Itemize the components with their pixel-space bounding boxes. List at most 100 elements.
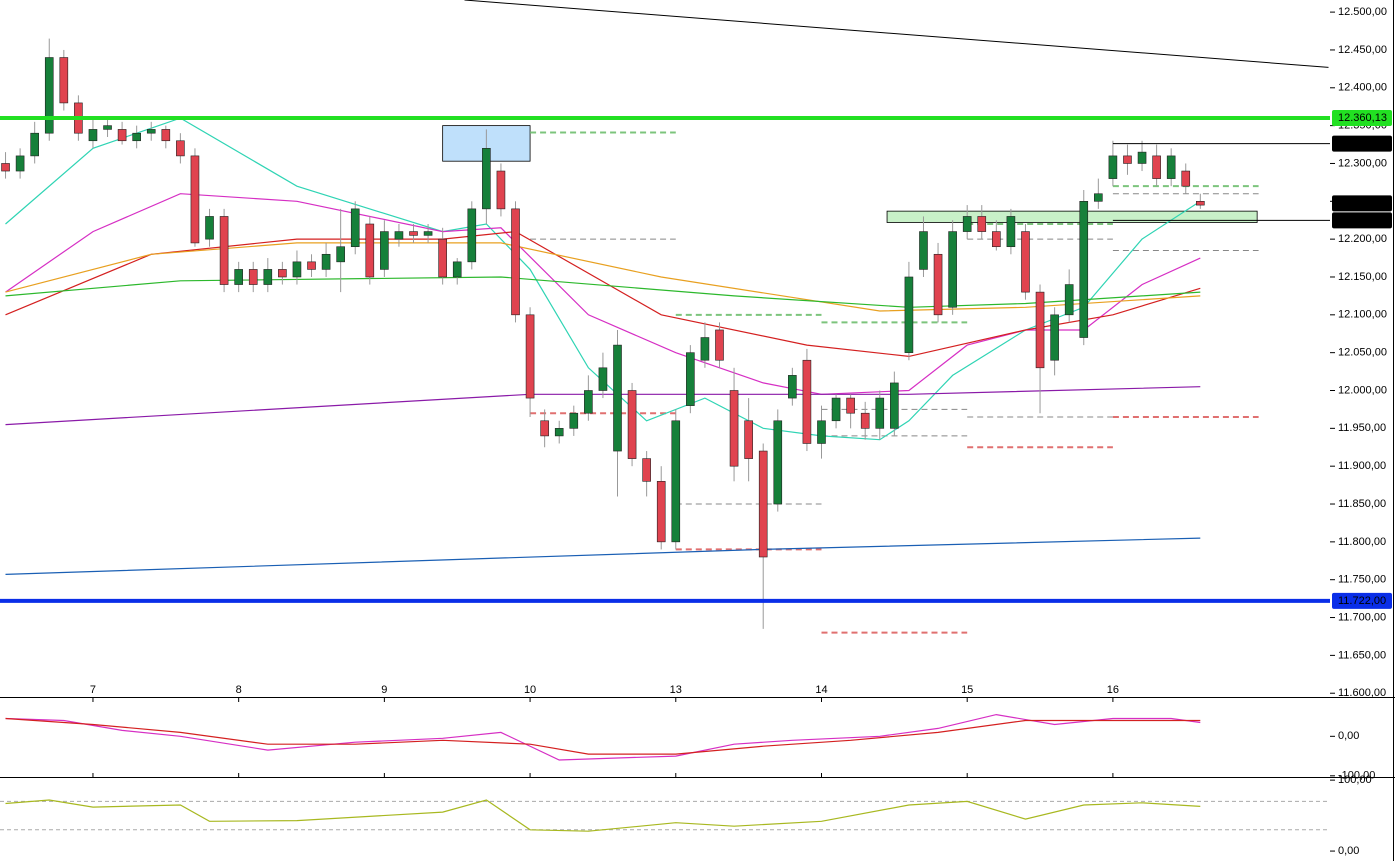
candle-body bbox=[30, 132, 39, 157]
candle-body bbox=[686, 352, 695, 406]
y-tick-label: -100,00 bbox=[1338, 770, 1375, 782]
candle-body bbox=[948, 231, 957, 308]
candle-body bbox=[875, 397, 885, 429]
trend-line bbox=[464, 0, 1329, 68]
y-tick-label: 11.600,00 bbox=[1338, 687, 1386, 699]
candle-body bbox=[1064, 284, 1074, 316]
candle-body bbox=[729, 390, 739, 467]
candle-body bbox=[700, 337, 710, 361]
candle-body bbox=[248, 269, 258, 285]
candle-body bbox=[802, 359, 812, 444]
panel: 12.500,0012.450,0012.400,0012.350,0012.3… bbox=[0, 0, 1392, 777]
x-tick-label: 14 bbox=[815, 684, 827, 696]
candle-body bbox=[598, 367, 608, 391]
x-tick-label: 13 bbox=[670, 684, 682, 696]
moving-average bbox=[5, 230, 1201, 358]
candle-body bbox=[409, 231, 418, 236]
candle-body bbox=[1050, 314, 1059, 361]
candle-body bbox=[1108, 155, 1118, 179]
candle-body bbox=[103, 125, 112, 130]
level-label-box bbox=[1332, 195, 1392, 212]
x-tick-label: 7 bbox=[90, 684, 96, 696]
candle-body bbox=[671, 420, 681, 543]
candle-body bbox=[1196, 201, 1205, 206]
candle-body bbox=[1021, 231, 1030, 293]
y-tick-label: 12.200,00 bbox=[1338, 233, 1387, 245]
panel: 0,00 -100,00 bbox=[5, 713, 1375, 782]
candle-body bbox=[15, 155, 25, 172]
level-label-box bbox=[1332, 135, 1392, 152]
candle-body bbox=[962, 216, 972, 232]
candle-body bbox=[365, 223, 375, 278]
candle-body bbox=[132, 132, 141, 142]
level-label: 11.722,00 bbox=[1338, 595, 1386, 607]
candle-body bbox=[482, 148, 491, 210]
candle-body bbox=[219, 216, 229, 285]
candle-body bbox=[350, 208, 360, 248]
level-label-box bbox=[1332, 592, 1392, 609]
candle-body bbox=[117, 129, 127, 142]
candle-body bbox=[321, 253, 331, 270]
indicator-line bbox=[5, 799, 1201, 832]
candle-body bbox=[554, 428, 564, 437]
candle-body bbox=[1123, 155, 1132, 164]
candle-body bbox=[933, 253, 943, 316]
candle-body bbox=[904, 276, 914, 353]
y-tick-label: 11.950,00 bbox=[1338, 422, 1386, 434]
candle-body bbox=[423, 231, 433, 236]
candle-body bbox=[540, 420, 549, 437]
candle-body bbox=[656, 481, 666, 543]
candle-body bbox=[88, 129, 98, 142]
candle-body bbox=[744, 420, 753, 459]
level-label-box bbox=[1332, 212, 1392, 229]
y-tick-label: 11.900,00 bbox=[1338, 460, 1386, 472]
level-label: 12.360,13 bbox=[1338, 112, 1387, 124]
y-tick-label: 11.750,00 bbox=[1338, 574, 1386, 586]
candle-body bbox=[758, 450, 768, 558]
candle-body bbox=[860, 412, 870, 429]
candle-body bbox=[511, 208, 520, 316]
candle-body bbox=[438, 238, 447, 278]
moving-average bbox=[5, 276, 1201, 308]
moving-average bbox=[5, 386, 1201, 426]
x-tick-label: 9 bbox=[381, 684, 387, 696]
y-tick-label: 100,00 bbox=[1338, 774, 1372, 786]
y-tick-label: 12.150,00 bbox=[1338, 271, 1387, 283]
y-tick-label: 11.700,00 bbox=[1338, 611, 1386, 623]
y-tick-label: 12.450,00 bbox=[1338, 44, 1387, 56]
candle-body bbox=[205, 216, 214, 240]
y-tick-label: 11.650,00 bbox=[1338, 649, 1386, 661]
candle-body bbox=[292, 261, 302, 278]
y-tick-label: 12.050,00 bbox=[1338, 347, 1387, 359]
candle-body bbox=[44, 57, 54, 134]
candle-body bbox=[919, 231, 928, 270]
indicator-line bbox=[5, 713, 1201, 761]
candle-body bbox=[773, 420, 783, 505]
candle-body bbox=[831, 397, 841, 422]
candle-body bbox=[467, 208, 477, 263]
candle-body bbox=[263, 269, 273, 285]
candle-body bbox=[627, 390, 637, 459]
candle-body bbox=[613, 344, 622, 452]
candle-body bbox=[890, 382, 899, 429]
y-tick-label: 12.300,00 bbox=[1338, 157, 1387, 169]
candle-body bbox=[307, 261, 316, 270]
candle-body bbox=[146, 129, 156, 134]
x-tick-label: 15 bbox=[961, 684, 973, 696]
candle-body bbox=[1006, 216, 1016, 248]
candle-body bbox=[817, 420, 826, 444]
candle-body bbox=[380, 231, 389, 270]
candle-body bbox=[525, 314, 535, 399]
indicator-line bbox=[5, 717, 1201, 755]
candle-body bbox=[496, 170, 506, 210]
y-tick-label: 12.500,00 bbox=[1338, 6, 1387, 18]
y-tick-label: 0,00 bbox=[1338, 730, 1359, 742]
candle-body bbox=[1166, 155, 1176, 179]
candle-body bbox=[1, 163, 10, 172]
candle-body bbox=[992, 231, 1001, 248]
level-label-box bbox=[1332, 109, 1392, 126]
level-label: 12.224,78 bbox=[1338, 214, 1387, 226]
y-tick-label: 0,00 bbox=[1338, 845, 1359, 857]
level-label: 12.247,30 bbox=[1338, 197, 1387, 209]
candle-body bbox=[1094, 193, 1103, 202]
